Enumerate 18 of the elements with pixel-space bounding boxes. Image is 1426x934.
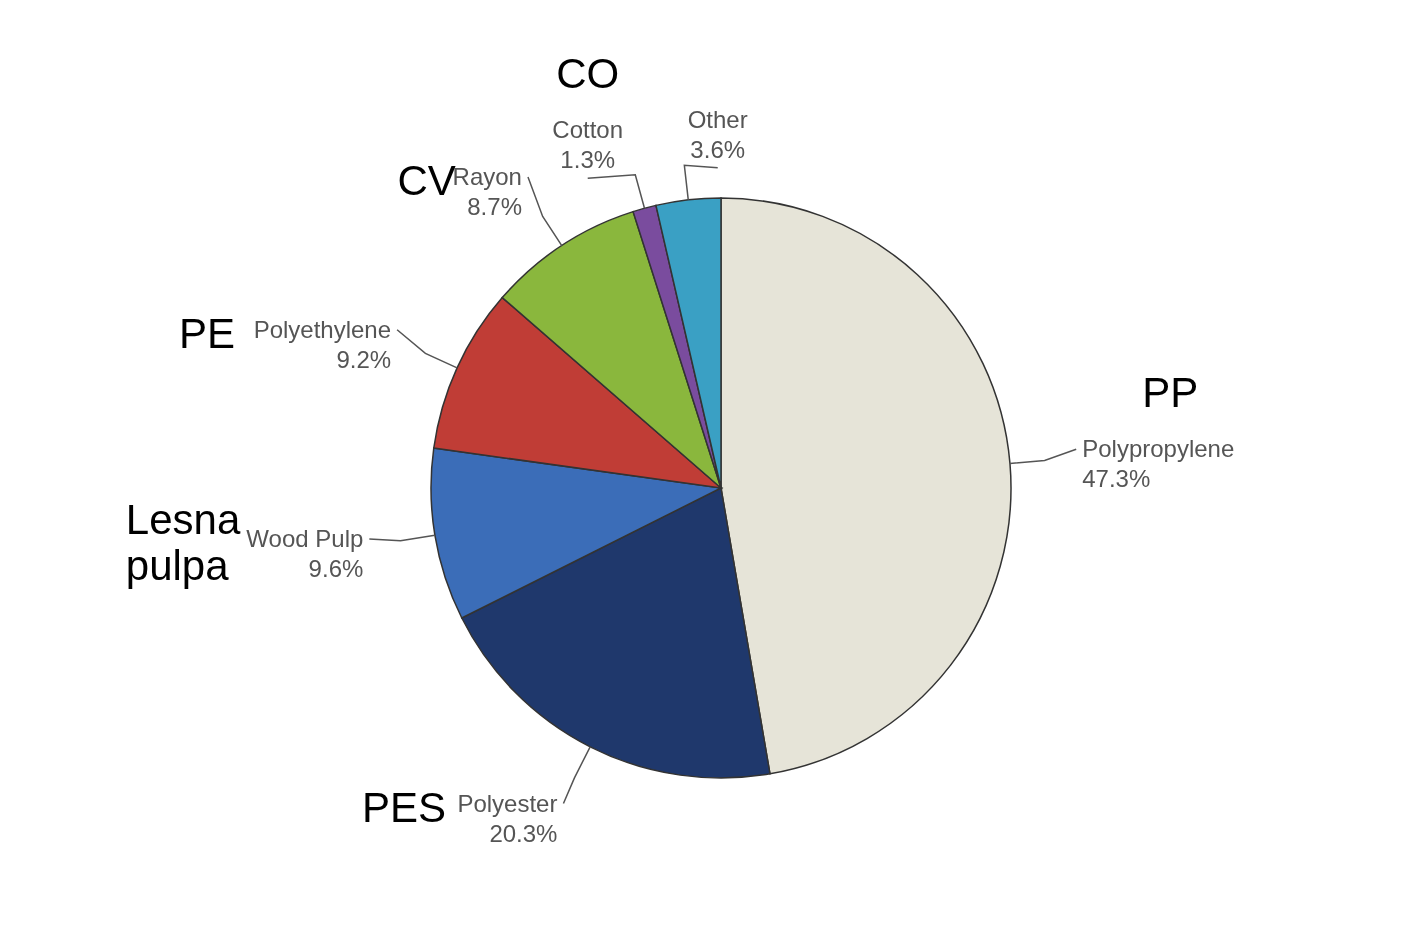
slice-label: Wood Pulp xyxy=(246,524,364,552)
data-label: 3.6% xyxy=(690,135,746,163)
data-label: 9.6% xyxy=(308,554,364,582)
text: PP xyxy=(1142,369,1199,417)
data-label: 20.3% xyxy=(489,819,558,847)
text: CO xyxy=(556,50,620,98)
data-label: 1.3% xyxy=(560,146,616,174)
data-label: 47.3% xyxy=(1082,465,1151,493)
slice-label: Polyester xyxy=(457,789,558,817)
text: PES xyxy=(361,783,446,831)
slice-label: Other xyxy=(687,105,748,133)
slice-label: Cotton xyxy=(552,116,624,144)
text: PE xyxy=(179,309,236,357)
slice-label: Polypropylene xyxy=(1082,435,1235,463)
text: Lesna pulpa xyxy=(125,495,241,589)
data-label: 8.7% xyxy=(467,193,522,221)
data-label: 9.2% xyxy=(336,345,392,373)
slice-label: Polyethylene xyxy=(253,315,392,343)
